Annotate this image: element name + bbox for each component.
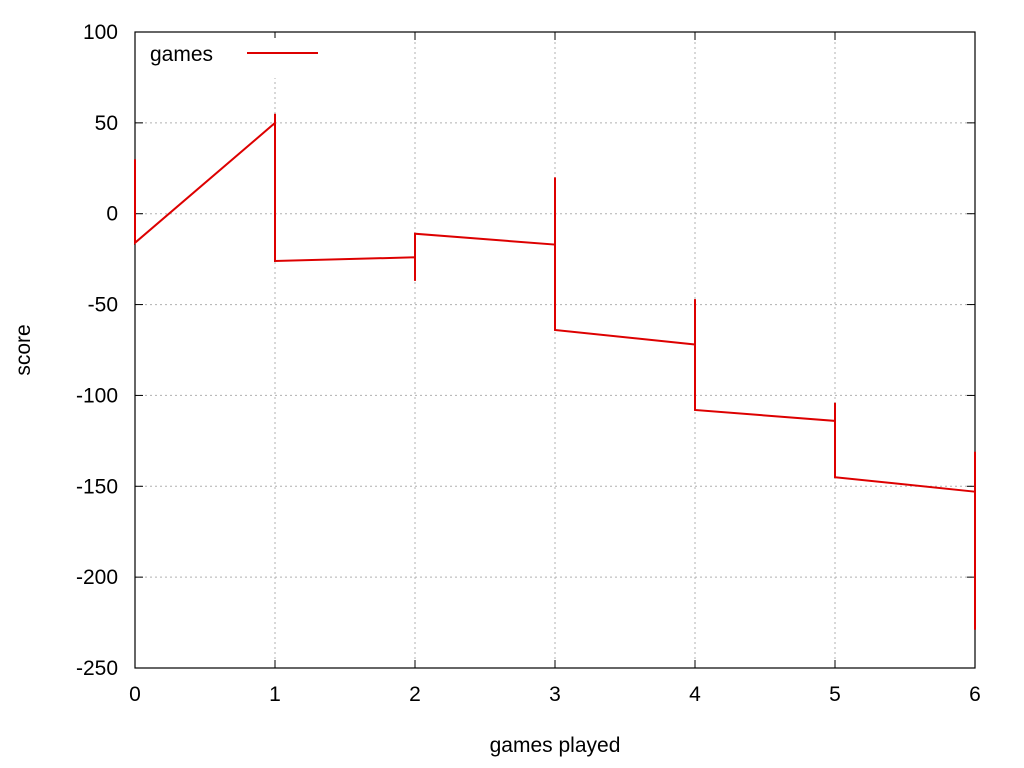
y-tick-label: -200 [76, 566, 118, 589]
y-tick-label: 50 [95, 112, 118, 135]
y-tick-label: -150 [76, 475, 118, 498]
y-tick-label: -100 [76, 384, 118, 407]
x-tick-label: 2 [409, 683, 421, 706]
axis-ticks: 0 1 2 3 4 5 6 -250 -200 -150 -100 -50 0 50 100 [76, 21, 981, 706]
grid [135, 32, 975, 668]
legend: games [139, 38, 329, 78]
legend-background [139, 38, 329, 78]
series-line-games [134, 113, 976, 630]
x-tick-label: 5 [829, 683, 841, 706]
y-tick-label: -250 [76, 657, 118, 680]
x-tick-label: 6 [969, 683, 981, 706]
x-tick-label: 1 [269, 683, 281, 706]
x-tick-label: 3 [549, 683, 561, 706]
y-axis-title: score [12, 324, 35, 375]
series-layer [134, 113, 976, 630]
x-tick-label: 4 [689, 683, 701, 706]
y-tick-label: 0 [106, 203, 118, 226]
x-tick-label: 0 [129, 683, 141, 706]
x-axis-title: games played [490, 734, 621, 757]
y-tick-label: 100 [83, 21, 118, 44]
legend-label: games [150, 43, 213, 66]
y-tick-label: -50 [88, 294, 118, 317]
